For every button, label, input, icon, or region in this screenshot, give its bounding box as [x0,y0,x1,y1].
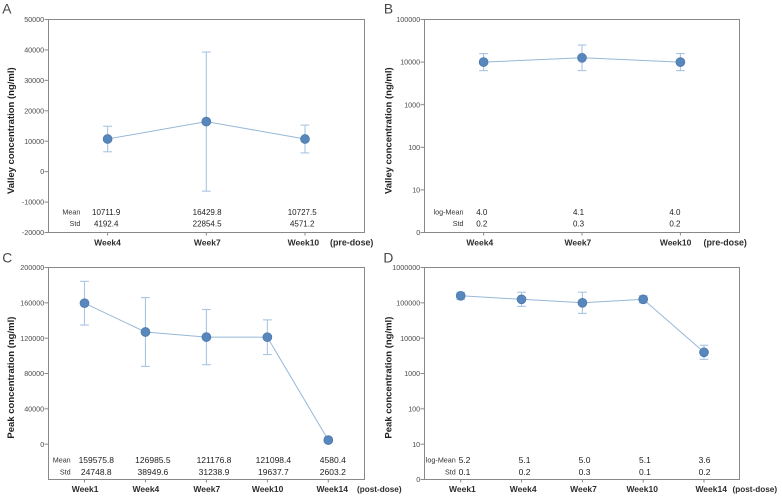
svg-text:30000: 30000 [24,76,44,85]
svg-text:Mean: Mean [62,208,80,217]
svg-text:1000: 1000 [404,100,420,109]
svg-text:(pre-dose): (pre-dose) [330,238,373,248]
svg-text:40000: 40000 [24,46,44,55]
svg-text:Week7: Week7 [194,238,221,248]
svg-text:100: 100 [408,404,420,413]
svg-text:100000: 100000 [396,298,420,307]
svg-text:0.2: 0.2 [519,467,531,477]
svg-text:121098.4: 121098.4 [256,455,292,465]
svg-text:0.3: 0.3 [573,219,585,228]
svg-text:200000: 200000 [20,263,44,272]
svg-text:Week14: Week14 [316,484,348,494]
svg-text:2603.2: 2603.2 [320,467,346,477]
svg-text:0: 0 [40,167,44,176]
svg-text:Valley concentration (ng/ml): Valley concentration (ng/ml) [6,67,17,194]
svg-text:126985.5: 126985.5 [135,455,171,465]
svg-text:0: 0 [40,440,44,449]
svg-text:80000: 80000 [24,369,44,378]
svg-text:4571.2: 4571.2 [290,219,315,228]
svg-text:3.6: 3.6 [699,455,711,465]
svg-text:Week1: Week1 [449,484,476,494]
svg-text:4192.4: 4192.4 [94,219,119,228]
svg-text:50000: 50000 [24,15,44,24]
svg-text:121176.8: 121176.8 [197,455,232,465]
svg-text:10000: 10000 [400,58,420,67]
svg-text:10: 10 [412,186,420,195]
svg-text:0.3: 0.3 [579,467,591,477]
svg-text:Week1: Week1 [72,484,99,494]
svg-text:log-Mean: log-Mean [426,456,456,465]
svg-text:Week4: Week4 [94,238,121,248]
svg-text:5.1: 5.1 [519,455,531,465]
svg-text:4.1: 4.1 [573,208,585,217]
svg-text:22854.5: 22854.5 [193,219,222,228]
svg-text:Mean: Mean [53,456,71,465]
svg-text:Week14: Week14 [695,484,727,494]
svg-text:Week4: Week4 [510,484,537,494]
svg-text:Week10: Week10 [252,484,284,494]
svg-text:Valley concentration (ng/ml): Valley concentration (ng/ml) [383,67,394,194]
svg-text:1000: 1000 [404,369,420,378]
svg-text:A: A [2,2,12,17]
svg-text:0.2: 0.2 [669,219,681,228]
svg-text:38949.6: 38949.6 [138,467,169,477]
svg-text:(pre-dose): (pre-dose) [704,238,747,248]
svg-text:(post-dose): (post-dose) [733,485,778,494]
svg-text:1000000: 1000000 [392,263,420,272]
svg-text:24748.8: 24748.8 [81,467,112,477]
svg-text:Std: Std [453,219,464,228]
svg-text:Week7: Week7 [565,238,592,248]
svg-text:5.0: 5.0 [579,455,591,465]
svg-text:Std: Std [60,467,71,476]
svg-text:10711.9: 10711.9 [92,208,121,217]
svg-text:0: 0 [416,475,420,484]
svg-text:Week7: Week7 [570,484,597,494]
svg-text:100000: 100000 [396,15,420,24]
svg-text:0: 0 [416,228,420,237]
svg-text:Week7: Week7 [193,484,220,494]
svg-text:10727.5: 10727.5 [288,208,317,217]
svg-text:40000: 40000 [24,404,44,413]
svg-text:0.2: 0.2 [476,219,488,228]
svg-text:31238.9: 31238.9 [199,467,230,477]
svg-text:4580.4: 4580.4 [320,455,346,465]
svg-text:120000: 120000 [20,334,44,343]
svg-text:10000: 10000 [24,137,44,146]
svg-text:(post-dose): (post-dose) [357,485,402,494]
svg-text:10: 10 [412,440,420,449]
svg-text:Peak concentration (ng/ml): Peak concentration (ng/ml) [383,317,394,439]
svg-text:D: D [383,251,393,266]
svg-text:160000: 160000 [20,298,44,307]
svg-text:0.2: 0.2 [699,467,711,477]
svg-text:19637.7: 19637.7 [258,467,289,477]
svg-text:log-Mean: log-Mean [434,208,464,217]
svg-text:10000: 10000 [400,334,420,343]
svg-text:Week4: Week4 [133,484,160,494]
svg-text:-20000: -20000 [22,228,44,237]
svg-text:20000: 20000 [24,106,44,115]
svg-text:4.0: 4.0 [476,208,488,217]
svg-text:Peak concentration (ng/ml): Peak concentration (ng/ml) [6,317,17,439]
svg-text:16429.8: 16429.8 [193,208,222,217]
svg-text:C: C [2,251,12,266]
svg-text:Week10: Week10 [288,238,320,248]
svg-text:Std: Std [70,219,81,228]
svg-text:Week10: Week10 [626,484,658,494]
svg-text:-10000: -10000 [22,198,44,207]
svg-text:0.1: 0.1 [459,467,471,477]
svg-text:5.1: 5.1 [639,455,651,465]
svg-text:Week10: Week10 [660,238,692,248]
svg-text:B: B [384,2,393,17]
svg-text:4.0: 4.0 [669,208,681,217]
svg-text:Std: Std [445,467,456,476]
svg-text:Week4: Week4 [466,238,493,248]
svg-text:100: 100 [408,143,420,152]
svg-text:5.2: 5.2 [459,455,471,465]
svg-text:0.1: 0.1 [639,467,651,477]
svg-text:159575.8: 159575.8 [79,455,115,465]
